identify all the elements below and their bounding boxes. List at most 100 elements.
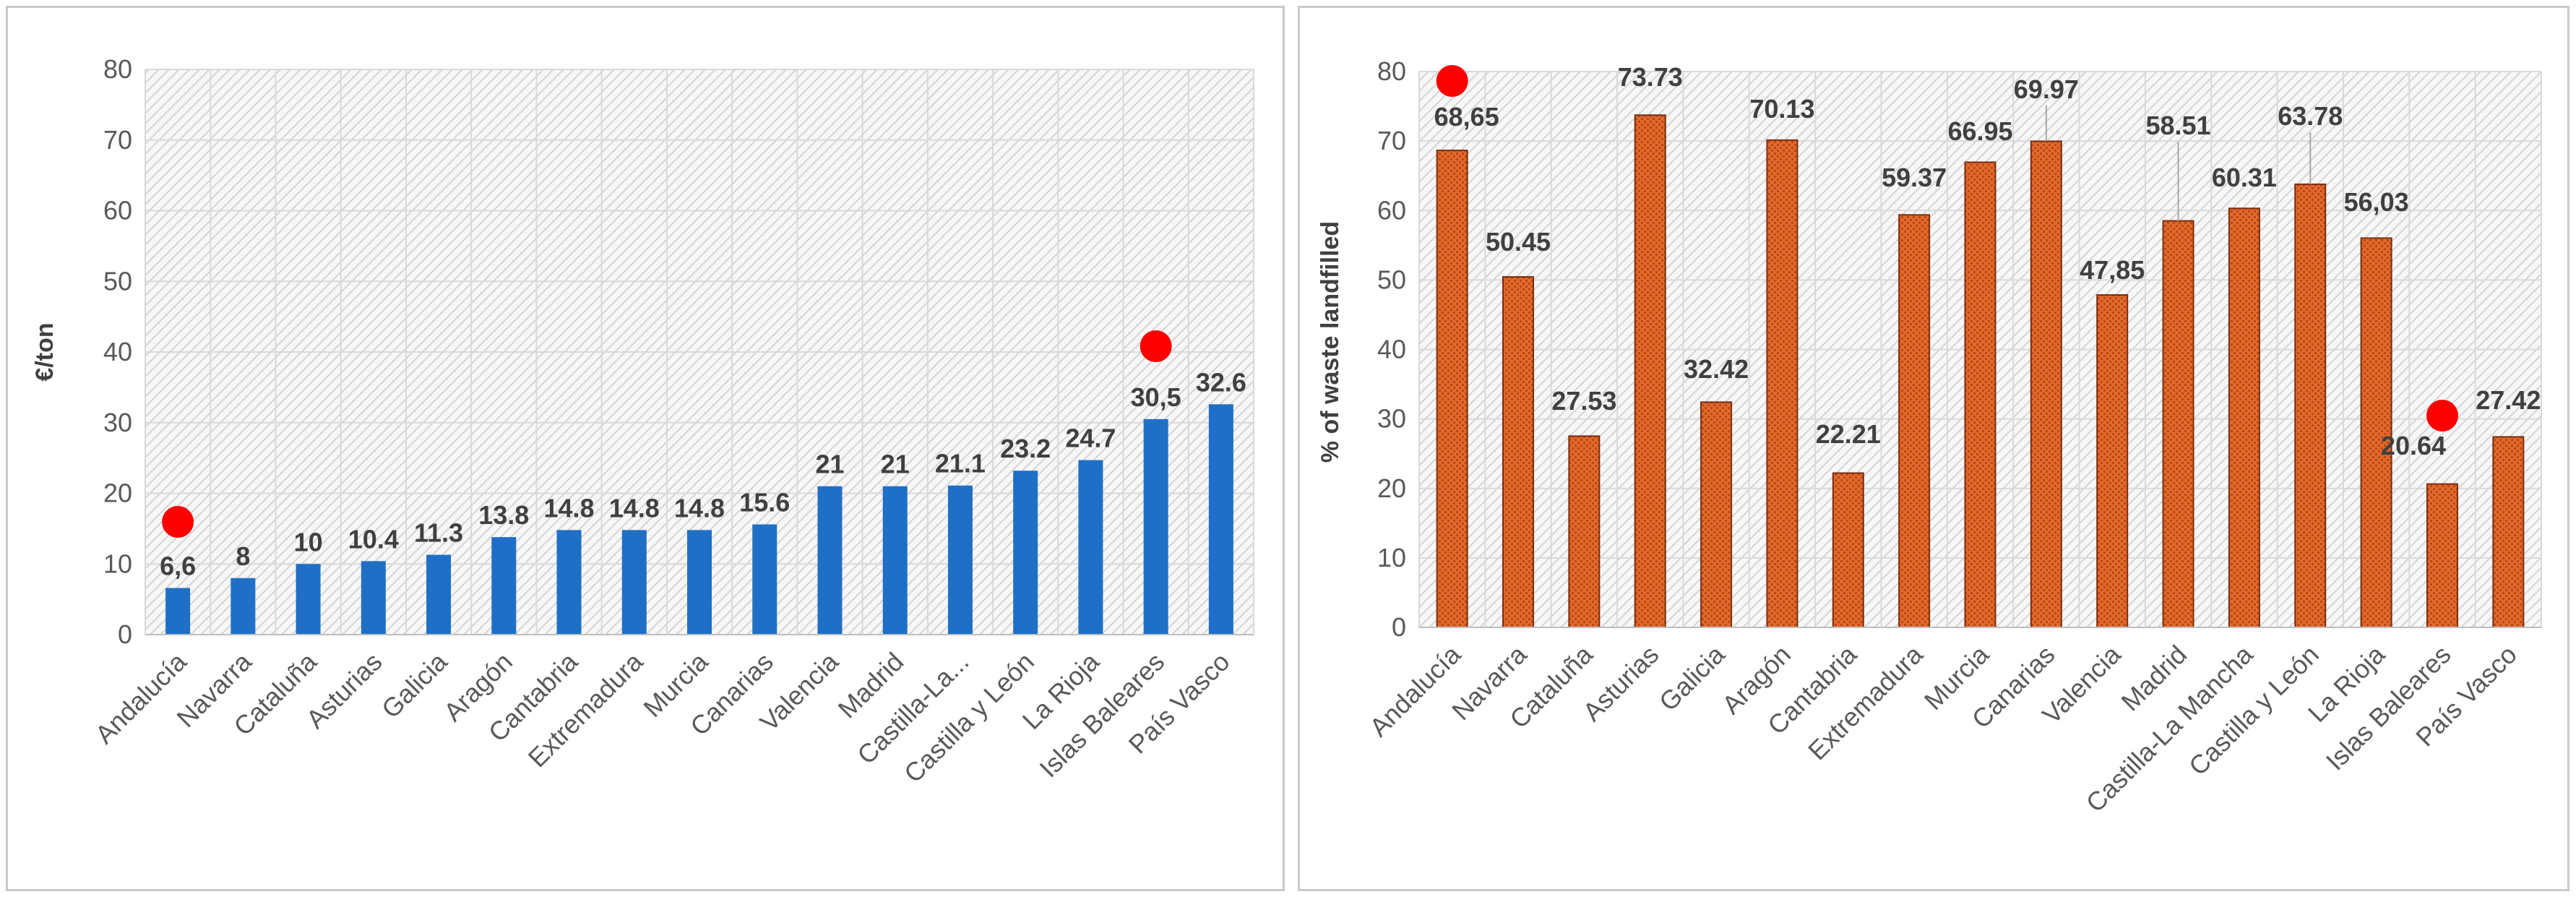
data-label: 23.2 xyxy=(1000,434,1051,463)
data-label: 59.37 xyxy=(1882,163,1947,192)
y-tick-label: 0 xyxy=(118,619,132,649)
y-tick-label: 60 xyxy=(103,196,132,226)
bar-País Vasco xyxy=(2492,436,2525,628)
bar-Aragón xyxy=(1766,139,1799,629)
bar-Navarra xyxy=(231,578,256,635)
highlight-marker xyxy=(1436,65,1468,97)
data-label: 21 xyxy=(881,450,910,479)
bar-Valencia xyxy=(2096,294,2129,628)
y-tick-label: 10 xyxy=(1377,543,1406,572)
y-tick-label: 0 xyxy=(1392,612,1406,642)
bar-Andalucía xyxy=(1436,150,1468,628)
data-label: 27.53 xyxy=(1551,386,1616,416)
data-label: 60.31 xyxy=(2212,163,2277,192)
y-tick-label: 40 xyxy=(1377,335,1406,364)
y-tick-label: 70 xyxy=(1377,126,1406,155)
data-label: 32.6 xyxy=(1196,367,1246,397)
data-label: 32.42 xyxy=(1684,354,1749,384)
data-label: 20.64 xyxy=(2381,431,2446,460)
bar-La Rioja xyxy=(1078,460,1103,635)
data-label: 50.45 xyxy=(1486,227,1551,257)
data-label: 63.78 xyxy=(2278,101,2343,131)
data-label: 24.7 xyxy=(1065,424,1116,453)
bar-Navarra xyxy=(1502,276,1535,628)
bar-Extremadura xyxy=(621,530,647,635)
data-label: 8 xyxy=(236,541,250,571)
y-tick-label: 80 xyxy=(1377,56,1406,86)
data-label: 11.3 xyxy=(414,518,463,548)
y-tick-label: 20 xyxy=(1377,473,1406,503)
bar-Castilla y León xyxy=(1013,471,1038,635)
bar-Aragón xyxy=(491,537,517,635)
bar-Islas Baleares xyxy=(1143,419,1168,635)
category-label: Galicia xyxy=(376,646,453,724)
y-tick-label: 50 xyxy=(1377,265,1406,294)
bar-Andalucía xyxy=(165,588,191,635)
left-chart-svg: 010203040506070806,6Andalucía8Navarra10C… xyxy=(31,54,1254,789)
data-label: 10.4 xyxy=(348,524,399,554)
data-label: 47,85 xyxy=(2080,255,2145,285)
data-label: 13.8 xyxy=(478,500,529,530)
y-tick-label: 60 xyxy=(1377,195,1406,225)
data-label: 68,65 xyxy=(1434,102,1499,132)
highlight-marker xyxy=(1140,330,1172,362)
y-axis-title: €/ton xyxy=(31,322,59,381)
data-label: 70.13 xyxy=(1749,94,1814,124)
data-label: 58.51 xyxy=(2146,111,2211,140)
y-tick-label: 10 xyxy=(103,549,132,578)
bar-Cataluña xyxy=(1568,435,1601,628)
data-label: 73.73 xyxy=(1618,62,1683,92)
data-label: 56,03 xyxy=(2344,187,2409,217)
y-tick-label: 50 xyxy=(103,266,132,296)
bar-Galicia xyxy=(1700,401,1733,628)
category-label: Andalucía xyxy=(90,646,193,750)
bar-Extremadura xyxy=(1898,214,1931,629)
y-tick-label: 80 xyxy=(103,54,132,84)
category-label: Extremadura xyxy=(1802,639,1929,765)
bar-Castilla-La Mancha xyxy=(2228,207,2260,628)
bar-Cantabria xyxy=(1832,472,1864,628)
bar-Murcia xyxy=(1964,161,1996,629)
data-label: 14.8 xyxy=(609,493,660,523)
bar-Castilla y León xyxy=(2294,183,2327,629)
bar-País Vasco xyxy=(1208,404,1233,635)
data-label: 66.95 xyxy=(1947,116,2012,146)
bar-Valencia xyxy=(817,486,843,635)
data-label: 69.97 xyxy=(2014,74,2079,104)
right-chart-panel: 0 10 20 30 40 50 60 70 80 68,65 Andalucía 50.45 Nava… xyxy=(1298,6,2569,891)
bar-Galicia xyxy=(426,554,452,635)
category-label: Andalucía xyxy=(1364,639,1467,742)
data-label: 10 xyxy=(294,527,323,557)
data-label: 27.42 xyxy=(2476,385,2541,415)
y-tick-label: 40 xyxy=(103,337,132,366)
bar-Cantabria xyxy=(556,530,582,635)
bar-Islas Baleares xyxy=(2426,483,2458,629)
data-label: 14.8 xyxy=(543,493,594,523)
y-tick-label: 30 xyxy=(103,408,132,437)
bar-Canarias xyxy=(2030,140,2062,628)
bar-Murcia xyxy=(687,530,712,635)
bar-Asturias xyxy=(361,561,386,635)
category-label: Galicia xyxy=(1653,639,1731,716)
data-label: 6,6 xyxy=(160,551,196,580)
bar-Madrid xyxy=(2162,220,2194,628)
y-axis-title: % of waste landfilled xyxy=(1317,221,1344,463)
bar-Castilla-La... xyxy=(947,485,973,635)
data-label: 15.6 xyxy=(739,488,790,518)
bar-Asturias xyxy=(1634,114,1666,628)
bar-Canarias xyxy=(752,524,777,635)
highlight-marker xyxy=(162,506,194,538)
y-tick-label: 30 xyxy=(1377,404,1406,434)
data-label: 22.21 xyxy=(1816,419,1881,449)
left-chart-panel: 0 10 20 30 40 50 60 70 80 6,6 Andalucía 8 Navarra 10 C… xyxy=(6,6,1285,891)
y-tick-label: 70 xyxy=(103,125,132,155)
right-chart-svg: 0102030405060708068,65Andalucía50.45Nava… xyxy=(1317,56,2542,818)
bar-Madrid xyxy=(882,486,908,635)
y-tick-label: 20 xyxy=(103,478,132,508)
bar-Cataluña xyxy=(296,564,321,635)
data-label: 30,5 xyxy=(1131,382,1181,412)
highlight-marker xyxy=(2426,400,2458,432)
data-label: 21.1 xyxy=(935,449,986,478)
data-label: 21 xyxy=(815,450,844,479)
data-label: 14.8 xyxy=(674,493,725,523)
